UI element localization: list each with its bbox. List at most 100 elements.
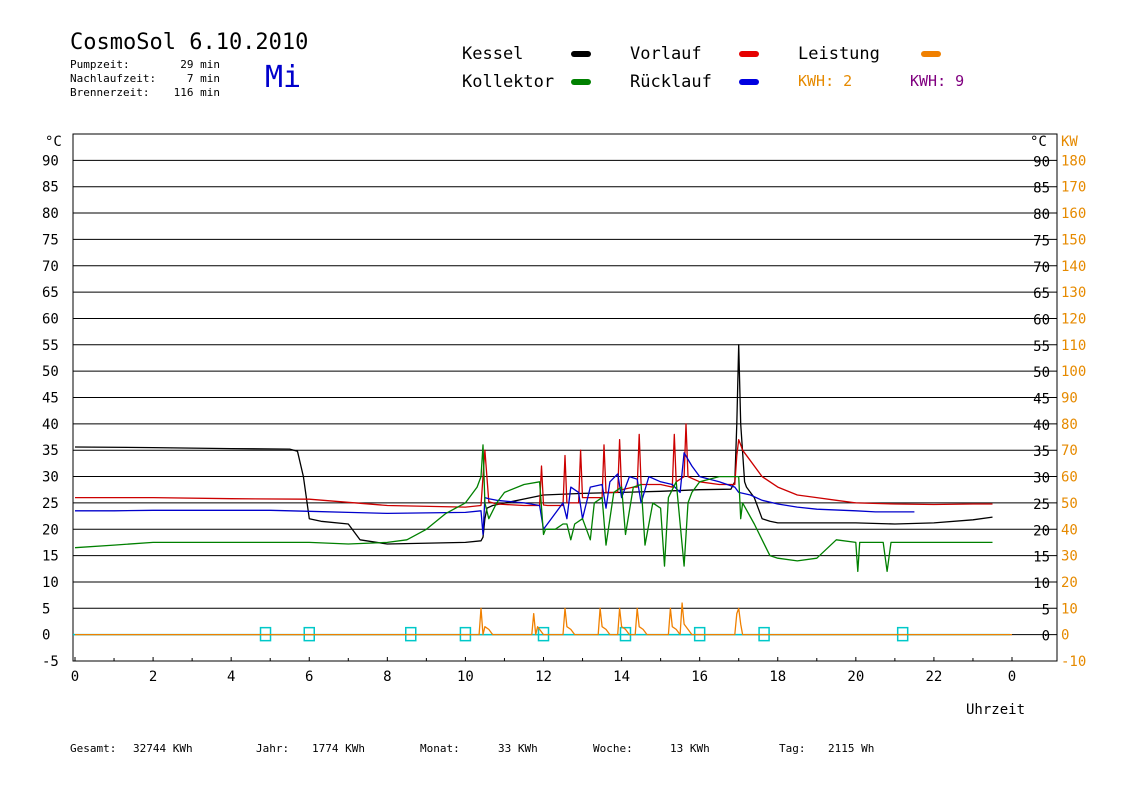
- y-right-tick-label: 5: [1042, 602, 1050, 618]
- info-brennerzeit-label: Brennerzeit:: [70, 86, 150, 99]
- footer-tag-label: Tag:: [779, 742, 806, 755]
- y-right-tick-label: 25: [1033, 497, 1050, 513]
- y-tick-label: 70: [42, 259, 59, 275]
- y2-tick-label: 20: [1061, 575, 1078, 591]
- x-axis-label: Uhrzeit: [966, 702, 1026, 718]
- y-right-tick-label: 35: [1033, 444, 1050, 460]
- y-right-tick-label: 90: [1033, 154, 1050, 170]
- legend-kollektor: Kollektor: [462, 72, 555, 92]
- y2-tick-label: 30: [1061, 549, 1078, 565]
- x-tick-label: 18: [769, 669, 786, 685]
- y2-tick-label: 160: [1061, 206, 1086, 222]
- y2-tick-label: 150: [1061, 232, 1086, 248]
- footer-tag-value: 2115 Wh: [828, 742, 875, 755]
- y-right-tick-label: 80: [1033, 207, 1050, 223]
- series-line-kollektor: [74, 444, 993, 573]
- kwh-counter-1: KWH: 2: [798, 72, 853, 90]
- y2-tick-label: 140: [1061, 259, 1086, 275]
- y-right-tick-label: 40: [1033, 418, 1050, 434]
- legend-leistung: Leistung: [798, 44, 880, 64]
- y-tick-label: 65: [42, 285, 59, 301]
- y2-tick-label: 10: [1061, 601, 1078, 617]
- y-right-tick-label: 65: [1033, 286, 1050, 302]
- legend-vorlauf-swatch: [739, 51, 759, 57]
- y2-tick-label: 50: [1061, 496, 1078, 512]
- y2-tick-label: 110: [1061, 338, 1086, 354]
- y-tick-label: 25: [42, 496, 59, 512]
- footer-gesamt-label: Gesamt:: [70, 742, 117, 755]
- legend-kollektor-swatch: [571, 79, 591, 85]
- y2-tick-label: 120: [1061, 311, 1086, 327]
- y-right-unit: °C: [1030, 134, 1047, 150]
- y-right2-unit: KW: [1061, 134, 1078, 150]
- y-tick-label: 15: [42, 549, 59, 565]
- info-brennerzeit-value: 116 min: [173, 86, 220, 99]
- y-tick-label: 85: [42, 180, 59, 196]
- x-tick-label: 22: [925, 669, 942, 685]
- legend-kessel: Kessel: [462, 44, 524, 64]
- footer-jahr-value: 1774 KWh: [312, 742, 365, 755]
- y-tick-label: 80: [42, 206, 59, 222]
- legend-ruecklauf-swatch: [739, 79, 759, 85]
- y2-tick-label: 90: [1061, 391, 1078, 407]
- y-tick-label: 40: [42, 417, 59, 433]
- y-tick-label: 30: [42, 470, 59, 486]
- footer-jahr-label: Jahr:: [256, 742, 290, 755]
- y2-tick-label: 100: [1061, 364, 1086, 380]
- y-right-tick-label: 10: [1033, 576, 1050, 592]
- legend-kessel-swatch: [571, 51, 591, 57]
- series-line-vorlauf: [75, 423, 993, 508]
- footer-monat-label: Monat:: [420, 742, 460, 755]
- weekday-label: Mi: [265, 60, 302, 95]
- info-pumpzeit-value: 29 min: [180, 58, 220, 71]
- y2-tick-label: 130: [1061, 285, 1086, 301]
- y-right-tick-label: 30: [1033, 471, 1050, 487]
- x-tick-label: 6: [305, 669, 313, 685]
- y-tick-label: 35: [42, 443, 59, 459]
- x-tick-label: 4: [227, 669, 235, 685]
- y-tick-label: 0: [42, 628, 50, 644]
- footer-woche-value: 13 KWh: [670, 742, 710, 755]
- footer-monat-value: 33 KWh: [498, 742, 538, 755]
- y-right-tick-label: 70: [1033, 260, 1050, 276]
- y-right-tick-label: 55: [1033, 339, 1050, 355]
- y-tick-label: 50: [42, 364, 59, 380]
- y2-tick-label: 170: [1061, 180, 1086, 196]
- x-tick-label: 10: [457, 669, 474, 685]
- y2-tick-label: 80: [1061, 417, 1078, 433]
- y-tick-label: 90: [42, 153, 59, 169]
- y-right-tick-label: 20: [1033, 523, 1050, 539]
- x-tick-label: 14: [613, 669, 630, 685]
- legend-ruecklauf: Rücklauf: [630, 72, 712, 92]
- y2-tick-label: 0: [1061, 628, 1069, 644]
- info-nachlaufzeit-value: 7 min: [186, 72, 220, 85]
- y-tick-label: 20: [42, 522, 59, 538]
- y-tick-label: 10: [42, 575, 59, 591]
- chart-title: CosmoSol 6.10.2010: [70, 30, 309, 55]
- info-brennerzeit: Brennerzeit: 116 min: [70, 86, 220, 99]
- y-tick-label: 55: [42, 338, 59, 354]
- y-tick-label: -5: [42, 654, 59, 670]
- x-tick-label: 8: [383, 669, 391, 685]
- y-right-tick-label: 15: [1033, 550, 1050, 566]
- y-right-tick-label: 85: [1033, 181, 1050, 197]
- y-left-unit: °C: [45, 134, 62, 150]
- y-right-tick-label: 50: [1033, 365, 1050, 381]
- y2-tick-label: 180: [1061, 153, 1086, 169]
- kwh-counter-2: KWH: 9: [910, 72, 965, 90]
- series-line-kessel: [74, 344, 993, 545]
- y2-tick-label: 60: [1061, 470, 1078, 486]
- y-right-tick-label: 0: [1042, 629, 1050, 645]
- info-nachlaufzeit: Nachlaufzeit: 7 min: [70, 72, 220, 85]
- footer-gesamt-value: 32744 KWh: [133, 742, 193, 755]
- y-right-tick-label: 45: [1033, 392, 1050, 408]
- info-pumpzeit-label: Pumpzeit:: [70, 58, 130, 71]
- x-tick-label: 0: [1008, 669, 1016, 685]
- x-tick-label: 20: [847, 669, 864, 685]
- series-line-rücklauf: [75, 452, 915, 536]
- series-line-leistung: [75, 602, 1012, 636]
- y-tick-label: 75: [42, 232, 59, 248]
- x-tick-label: 0: [71, 669, 79, 685]
- legend-leistung-swatch: [921, 51, 941, 57]
